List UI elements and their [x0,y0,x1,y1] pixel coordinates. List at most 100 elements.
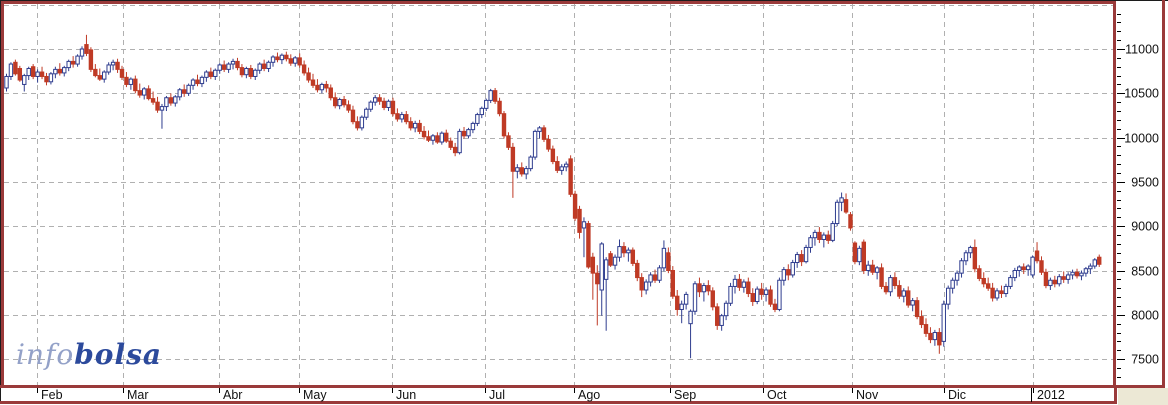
candle [528,155,533,172]
candle [963,250,969,266]
candle [466,127,471,139]
candle [190,78,196,90]
x-axis-label: Abr [223,388,242,402]
candle [270,55,276,67]
candle [93,64,98,78]
logo-info: info [16,338,75,371]
candle [62,65,67,77]
candle [581,217,587,258]
candle [470,121,476,134]
candle [1008,274,1013,290]
candle [906,286,911,308]
candle [199,75,205,88]
candle [643,279,649,295]
candle [364,107,369,120]
candle [630,247,636,267]
y-axis-label: 10000 [1124,132,1159,146]
candle [519,162,524,177]
candle [13,59,18,76]
candle [479,106,484,119]
candle [275,52,280,63]
candle [759,282,764,300]
candle [817,227,822,244]
candle [346,100,351,113]
candle [30,64,36,80]
candle [142,87,147,100]
candle [537,126,542,139]
candle [572,190,578,221]
candle [794,251,800,268]
candle [1034,242,1040,264]
candle [372,95,378,106]
candle [990,282,995,302]
candle [155,96,160,113]
candle [261,59,267,72]
y-axis-label: 10500 [1124,87,1159,101]
candle [750,288,755,306]
candle [435,132,440,144]
candle [386,99,391,112]
candle [1070,269,1075,280]
candle [852,241,858,265]
candle [1083,266,1089,277]
candle [355,116,360,131]
candle [146,85,151,101]
y-axis-label: 9500 [1131,176,1159,190]
candle [248,64,254,80]
candle [923,318,929,337]
candle [777,277,782,312]
candle [732,274,738,294]
candle [679,300,684,324]
y-axis-label: 8000 [1131,309,1159,323]
candle [741,279,747,293]
candle [550,145,556,165]
candle [22,73,27,92]
candle [870,259,875,275]
x-axis-label: May [303,388,327,402]
candle [1097,254,1102,267]
candle [692,281,698,315]
candle [1065,272,1071,284]
corner-filler [1118,388,1168,405]
candle [941,300,946,347]
candle [124,72,129,88]
candle [128,77,134,90]
candle [408,117,413,131]
candle [381,97,387,111]
candle [541,125,547,143]
candle [70,56,76,68]
candle [404,111,409,125]
y-axis-label: 8500 [1131,265,1159,279]
candle [1061,271,1066,283]
candle [826,230,831,244]
x-axis-label: Feb [41,388,63,402]
candle [230,58,236,70]
candle [506,132,511,151]
candle [177,87,182,101]
candle [577,205,582,239]
candle [710,287,715,311]
candle [301,60,307,76]
x-axis-label: Jun [396,388,416,402]
candle [395,108,400,122]
y-axis-label: 11000 [1125,43,1159,57]
candle [106,62,111,75]
candle [412,120,418,133]
candle [879,263,884,290]
candle [448,137,453,151]
candle [994,288,1000,301]
candle [626,247,631,262]
candle [648,272,653,287]
candle [621,242,627,258]
y-axis-label: 9000 [1131,220,1159,234]
candle [168,93,174,106]
candle [84,34,89,57]
candle [866,260,871,276]
candle [1039,256,1044,275]
candle [688,309,693,359]
candle [972,239,978,273]
candle [315,79,320,93]
candle [763,287,769,302]
candle [359,115,365,131]
